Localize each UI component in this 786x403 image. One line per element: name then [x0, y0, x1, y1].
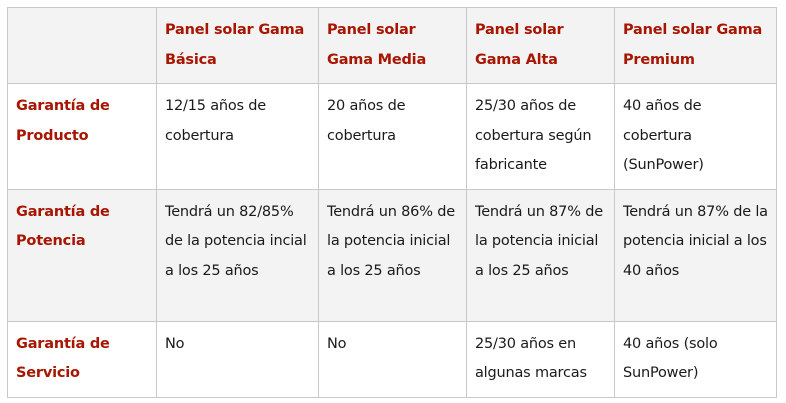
table-row-garantia-producto: Garantía de Producto 12/15 años de cober…	[7, 83, 777, 190]
table-cell: 40 años de cobertura (SunPower)	[614, 83, 777, 190]
corner-cell	[7, 7, 157, 84]
table-row-garantia-servicio: Garantía de Servicio No No 25/30 años en…	[7, 320, 777, 398]
table-cell: 25/30 años en algunas marcas	[466, 320, 615, 398]
row-header-garantia-potencia: Garantía de Potencia	[7, 188, 157, 322]
column-header-gama-media: Panel solar Gama Media	[318, 7, 467, 84]
table-cell: No	[318, 320, 467, 398]
table-cell: 20 años de cobertura	[318, 83, 467, 190]
table-cell: No	[156, 320, 319, 398]
table-cell: Tendrá un 87% de la potencia inicial a l…	[614, 188, 777, 322]
header-row: Panel solar Gama Básica Panel solar Gama…	[7, 7, 777, 84]
row-header-garantia-servicio: Garantía de Servicio	[7, 320, 157, 398]
table-row-garantia-potencia: Garantía de Potencia Tendrá un 82/85% de…	[7, 188, 777, 322]
column-header-gama-basica: Panel solar Gama Básica	[156, 7, 319, 84]
column-header-gama-premium: Panel solar Gama Premium	[614, 7, 777, 84]
row-header-garantia-producto: Garantía de Producto	[7, 83, 157, 190]
column-header-gama-alta: Panel solar Gama Alta	[466, 7, 615, 84]
table-cell: Tendrá un 82/85% de la potencia incial a…	[156, 188, 319, 322]
table-cell: 40 años (solo SunPower)	[614, 320, 777, 398]
table-cell: 25/30 años de cobertura según fabricante	[466, 83, 615, 190]
table-cell: Tendrá un 86% de la potencia inicial a l…	[318, 188, 467, 322]
solar-panel-warranty-comparison-table: Panel solar Gama Básica Panel solar Gama…	[7, 7, 777, 398]
table-cell: 12/15 años de cobertura	[156, 83, 319, 190]
table-cell: Tendrá un 87% de la potencia inicial a l…	[466, 188, 615, 322]
